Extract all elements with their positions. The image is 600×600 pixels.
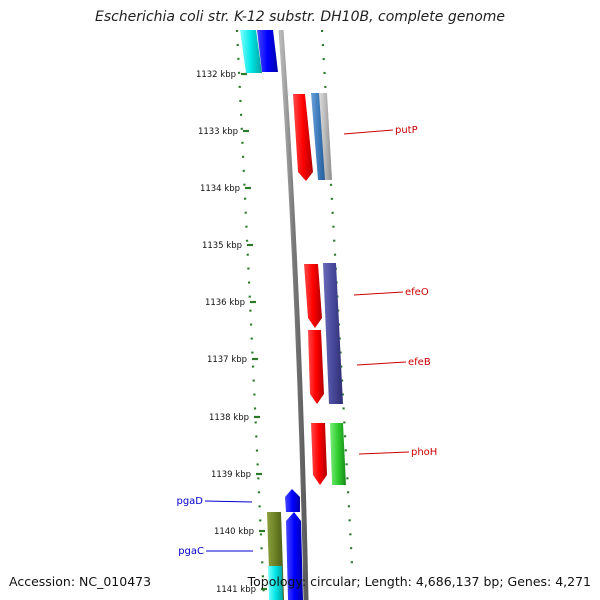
tick-label: 1133 kbp xyxy=(198,127,238,137)
gene-label-leader xyxy=(358,451,410,455)
scale-ticks: 1132 kbp 1133 kbp 1134 kbp 1135 kbp 1136 kbp… xyxy=(196,70,267,595)
cds-forward-putP xyxy=(293,94,313,181)
cds-reverse-cyan xyxy=(240,30,262,73)
cds-forward-green xyxy=(330,423,346,485)
gene-label-pgaC[interactable]: pgaC xyxy=(178,546,204,557)
gene-label-efeB[interactable]: efeB xyxy=(408,357,431,368)
cds-reverse-cyan-bottom xyxy=(268,566,283,600)
genome-backbone xyxy=(278,29,309,600)
tick-label: 1138 kbp xyxy=(209,413,249,423)
gene-label-putP[interactable]: putP xyxy=(395,125,418,136)
map-title: Escherichia coli str. K-12 substr. DH10B… xyxy=(94,9,506,25)
cds-forward-efeO xyxy=(304,264,322,328)
tick-label: 1132 kbp xyxy=(196,70,236,80)
cds-forward-steel xyxy=(311,93,327,180)
gene-label-leader xyxy=(204,500,253,503)
tick-label: 1141 kbp xyxy=(216,585,256,595)
outer-feature-track xyxy=(235,29,266,600)
gene-label-pgaD[interactable]: pgaD xyxy=(176,496,203,507)
accession-text: Accession: NC_010473 xyxy=(9,574,152,589)
cds-forward-phoH xyxy=(311,423,327,485)
tick-label: 1134 kbp xyxy=(200,184,240,194)
tick-label: 1139 kbp xyxy=(211,470,251,480)
tick-label: 1140 kbp xyxy=(214,527,254,537)
genome-summary-text: Topology: circular; Length: 4,686,137 bp… xyxy=(247,574,591,589)
cds-reverse-blue xyxy=(257,30,278,72)
gene-label-phoH[interactable]: phoH xyxy=(411,447,437,458)
tick-label: 1136 kbp xyxy=(205,298,245,308)
cds-forward-navy xyxy=(323,263,343,404)
gene-label-leader xyxy=(343,129,394,135)
cds-reverse-pgaC xyxy=(286,512,303,600)
cds-forward-efeB xyxy=(308,330,324,404)
gene-label-efeO[interactable]: efeO xyxy=(405,287,429,298)
tick-label: 1137 kbp xyxy=(207,355,247,365)
cds-reverse-pgaD xyxy=(285,489,300,512)
gene-labels: putP efeO efeB phoH pgaD pgaC xyxy=(176,125,437,557)
gene-label-leader xyxy=(356,361,407,366)
gene-label-leader xyxy=(353,291,404,296)
tick-label: 1135 kbp xyxy=(202,241,242,251)
cds-forward-gray xyxy=(319,93,332,180)
